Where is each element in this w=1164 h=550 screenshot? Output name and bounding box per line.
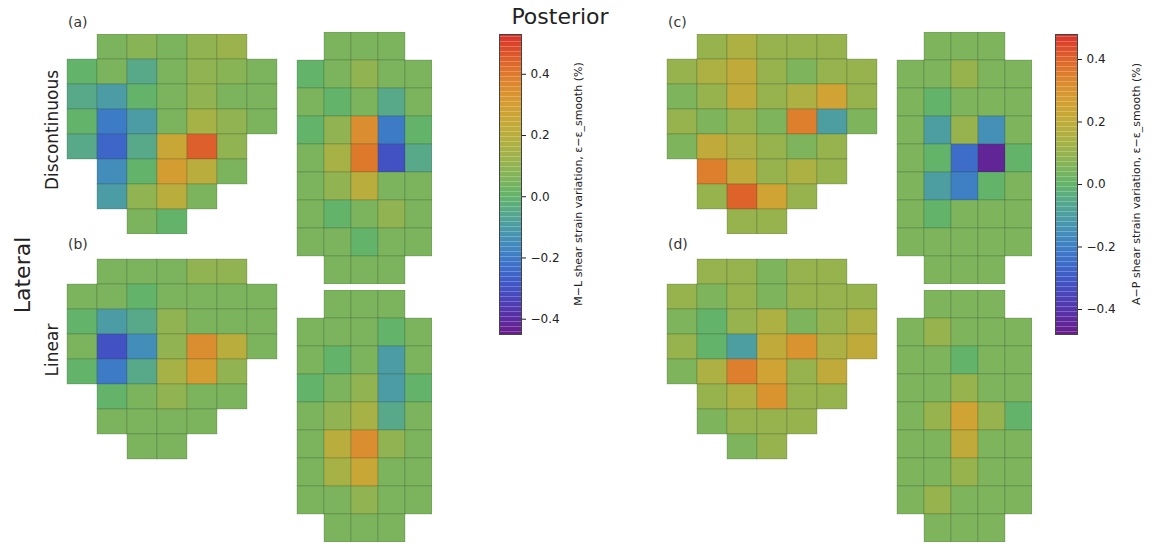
- html-text:M−L shear strain variation, ε−: M−L shear strain variation, ε−ε_smooth (…: [571, 62, 585, 306]
- svg-text:0.2: 0.2: [531, 128, 550, 142]
- svg-text:−0.4: −0.4: [531, 312, 560, 326]
- svg-text:0.0: 0.0: [1087, 177, 1106, 191]
- svg-text:−0.2: −0.2: [1087, 240, 1116, 254]
- html-text:A−P shear strain variation, ε−: A−P shear strain variation, ε−ε_smooth (…: [1129, 63, 1143, 305]
- html-text:Posterior: Posterior: [511, 4, 609, 29]
- html-text:(b): (b): [68, 236, 88, 252]
- svg-text:0.4: 0.4: [531, 67, 550, 81]
- html-text:(d): (d): [668, 236, 688, 252]
- svg-text:0.4: 0.4: [1087, 52, 1106, 66]
- html-text:Lateral: Lateral: [9, 236, 35, 314]
- html-text:Linear: Linear: [42, 323, 62, 377]
- html-text:(c): (c): [668, 14, 687, 30]
- html-text:(a): (a): [68, 14, 88, 30]
- svg-text:−0.4: −0.4: [1087, 302, 1116, 316]
- svg-text:0.2: 0.2: [1087, 115, 1106, 129]
- svg-text:−0.2: −0.2: [531, 251, 560, 265]
- html-text:Discontinuous: Discontinuous: [42, 69, 62, 191]
- svg-text:0.0: 0.0: [531, 190, 550, 204]
